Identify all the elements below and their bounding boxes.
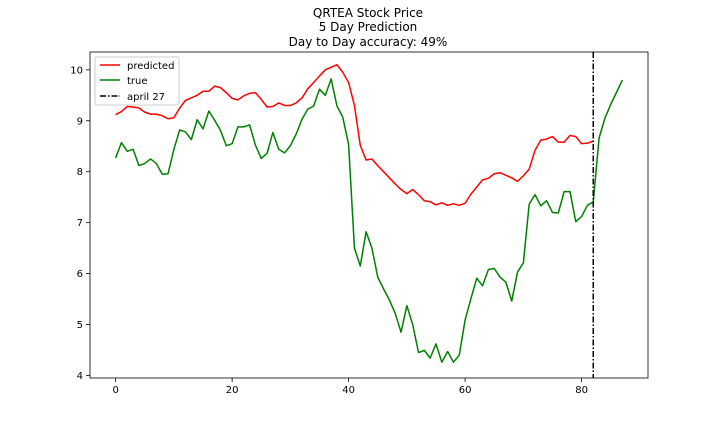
legend-label-predicted: predicted: [127, 61, 174, 72]
y-tick-label: 4: [77, 371, 83, 382]
legend-label-april-27: april 27: [127, 92, 165, 103]
x-tick-label: 40: [342, 385, 355, 396]
y-tick-label: 10: [70, 65, 83, 76]
x-tick-label: 20: [226, 385, 239, 396]
y-tick-label: 5: [77, 320, 83, 331]
chart-title: QRTEA Stock Price 5 Day Prediction Day t…: [289, 6, 448, 49]
y-tick-label: 9: [77, 116, 83, 127]
title-line-3: Day to Day accuracy: 49%: [289, 35, 448, 49]
x-tick-label: 0: [112, 385, 118, 396]
title-line-2: 5 Day Prediction: [319, 20, 418, 34]
legend-label-true: true: [127, 76, 148, 87]
title-line-1: QRTEA Stock Price: [313, 6, 423, 20]
x-tick-label: 60: [459, 385, 472, 396]
series-line-true: [114, 78, 624, 363]
legend-box: [94, 56, 180, 106]
x-tick-label: 80: [575, 385, 588, 396]
y-tick-label: 6: [77, 269, 83, 280]
plot-frame: [89, 51, 649, 379]
series-line-predicted: [115, 63, 594, 207]
y-tick-label: 8: [77, 167, 83, 178]
y-tick-label: 7: [77, 218, 83, 229]
legend: predicted true april 27: [94, 56, 180, 106]
